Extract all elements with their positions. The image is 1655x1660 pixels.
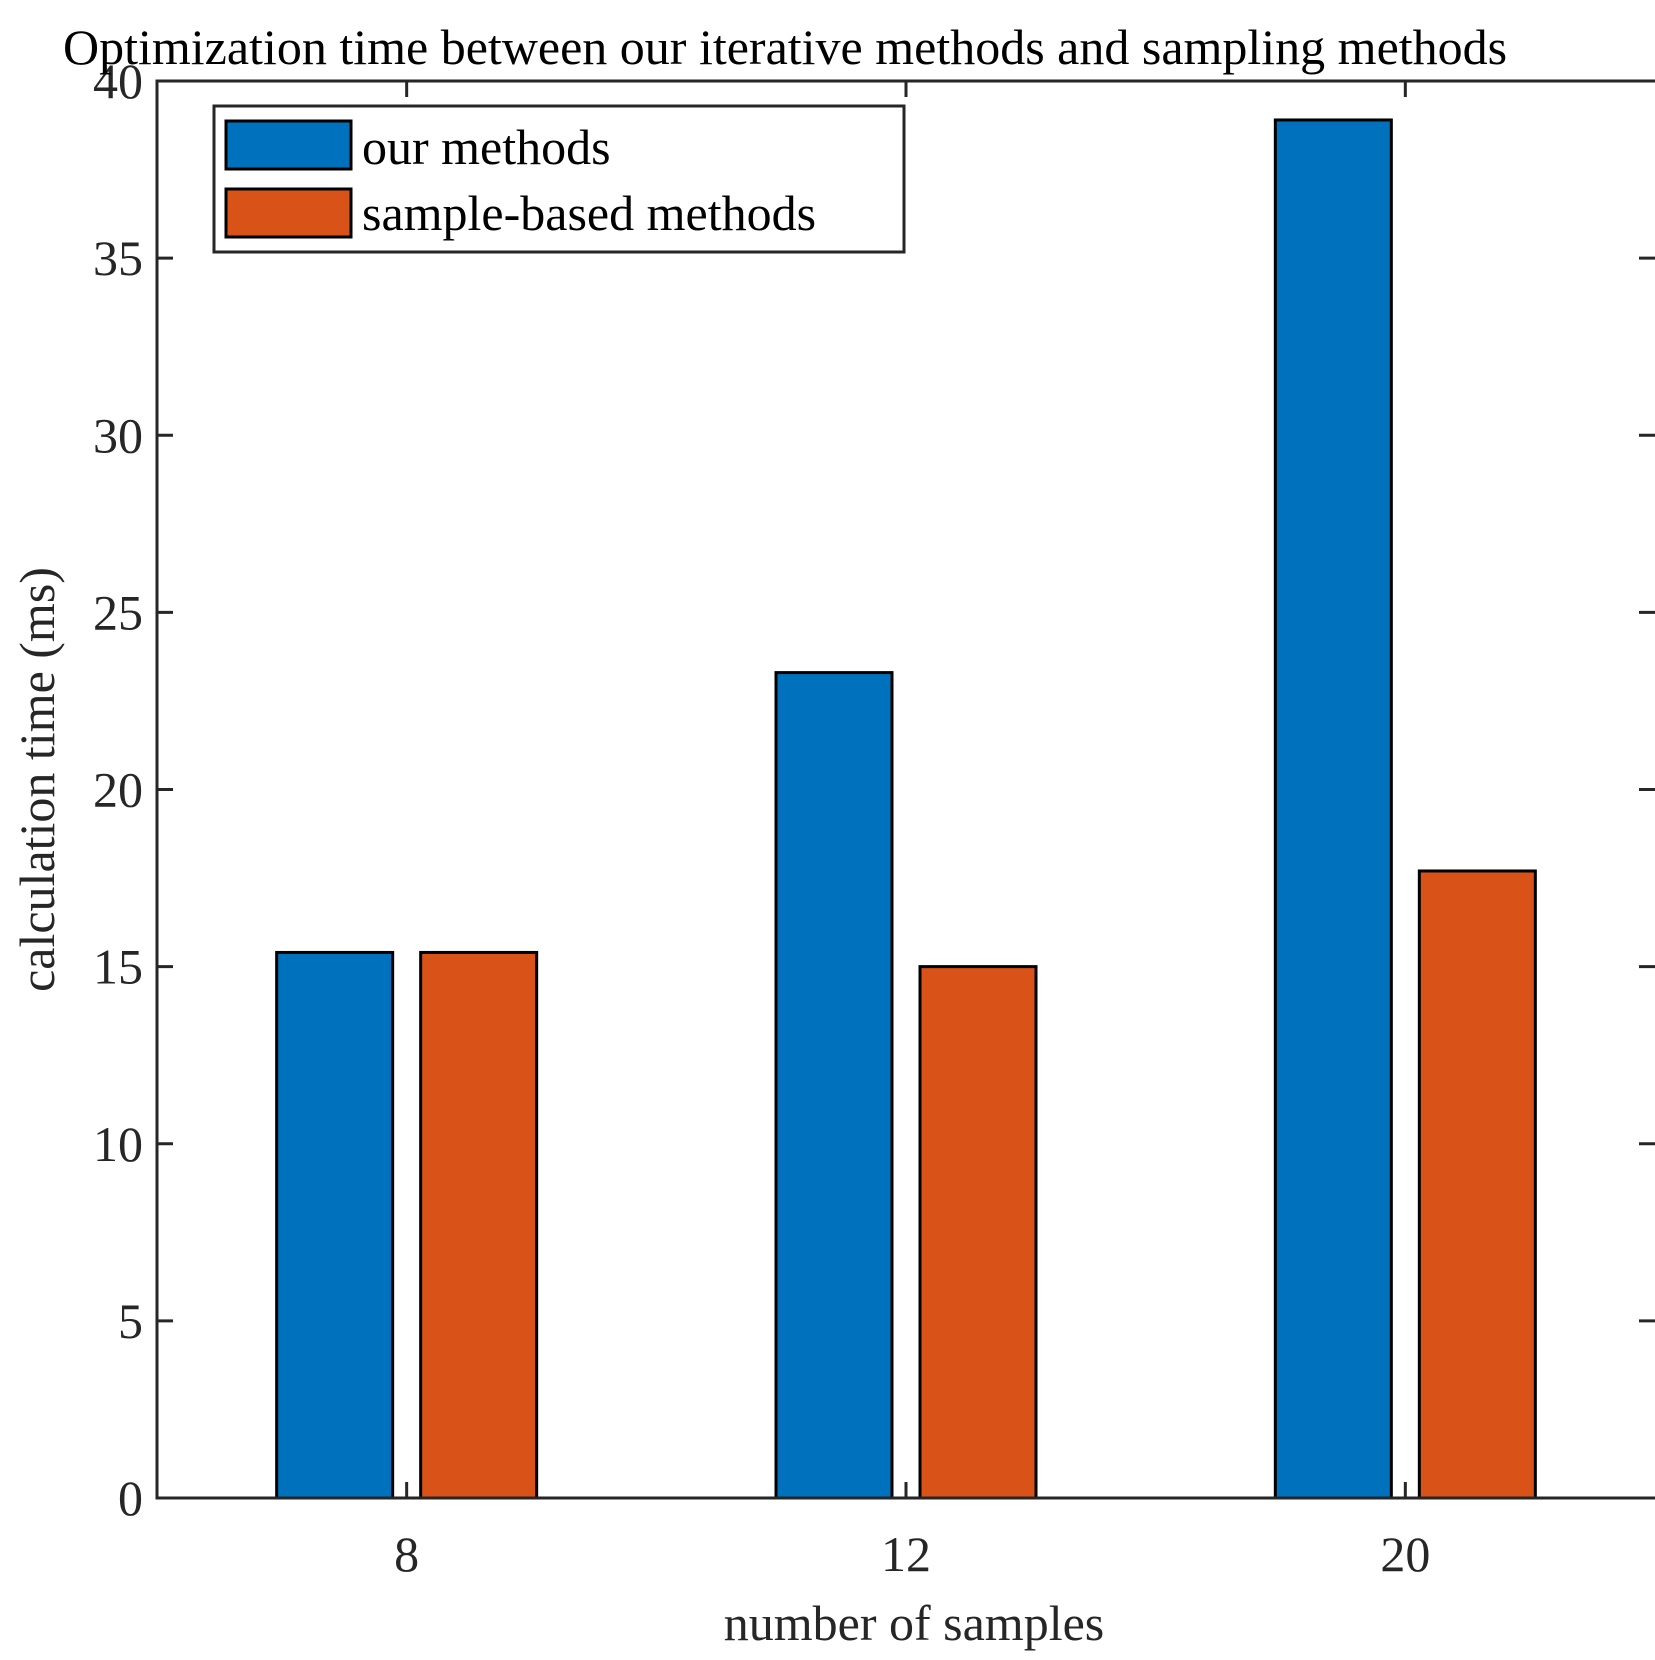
bar-our-methods-20 [1273, 118, 1393, 1500]
y-tick-label: 0 [118, 1470, 143, 1526]
bar-our-methods-12 [774, 671, 894, 1500]
y-tick-label: 25 [93, 584, 143, 640]
x-tick-label: 12 [881, 1526, 931, 1582]
y-tick-label: 35 [93, 230, 143, 286]
y-tick-label: 20 [93, 762, 143, 818]
bar-our-methods-8 [275, 950, 395, 1500]
y-tick-label: 5 [118, 1293, 143, 1349]
bar-sample-based-methods-12 [918, 965, 1038, 1500]
legend-label-sample-based-methods: sample-based methods [362, 185, 816, 241]
y-tick-label: 15 [93, 939, 143, 995]
legend-swatch-sample-based-methods [224, 187, 353, 239]
bar-sample-based-methods-8 [419, 950, 539, 1500]
y-axis-label: calculation time (ms) [9, 567, 65, 992]
y-tick-label: 10 [93, 1116, 143, 1172]
legend: our methods sample-based methods [212, 104, 906, 254]
x-tick-label: 20 [1380, 1526, 1430, 1582]
bar-sample-based-methods-20 [1417, 869, 1537, 1500]
chart-title: Optimization time between our iterative … [63, 19, 1507, 75]
y-tick-label: 40 [93, 53, 143, 109]
legend-swatch-our-methods [224, 119, 353, 171]
bars-layer [275, 118, 1537, 1500]
x-axis-label: number of samples [724, 1595, 1104, 1651]
legend-label-our-methods: our methods [362, 119, 611, 175]
y-tick-label: 30 [93, 407, 143, 463]
ticks-layer: 0 5 10 15 20 25 30 35 40 8 12 20 [93, 53, 1655, 1582]
x-tick-label: 8 [394, 1526, 419, 1582]
